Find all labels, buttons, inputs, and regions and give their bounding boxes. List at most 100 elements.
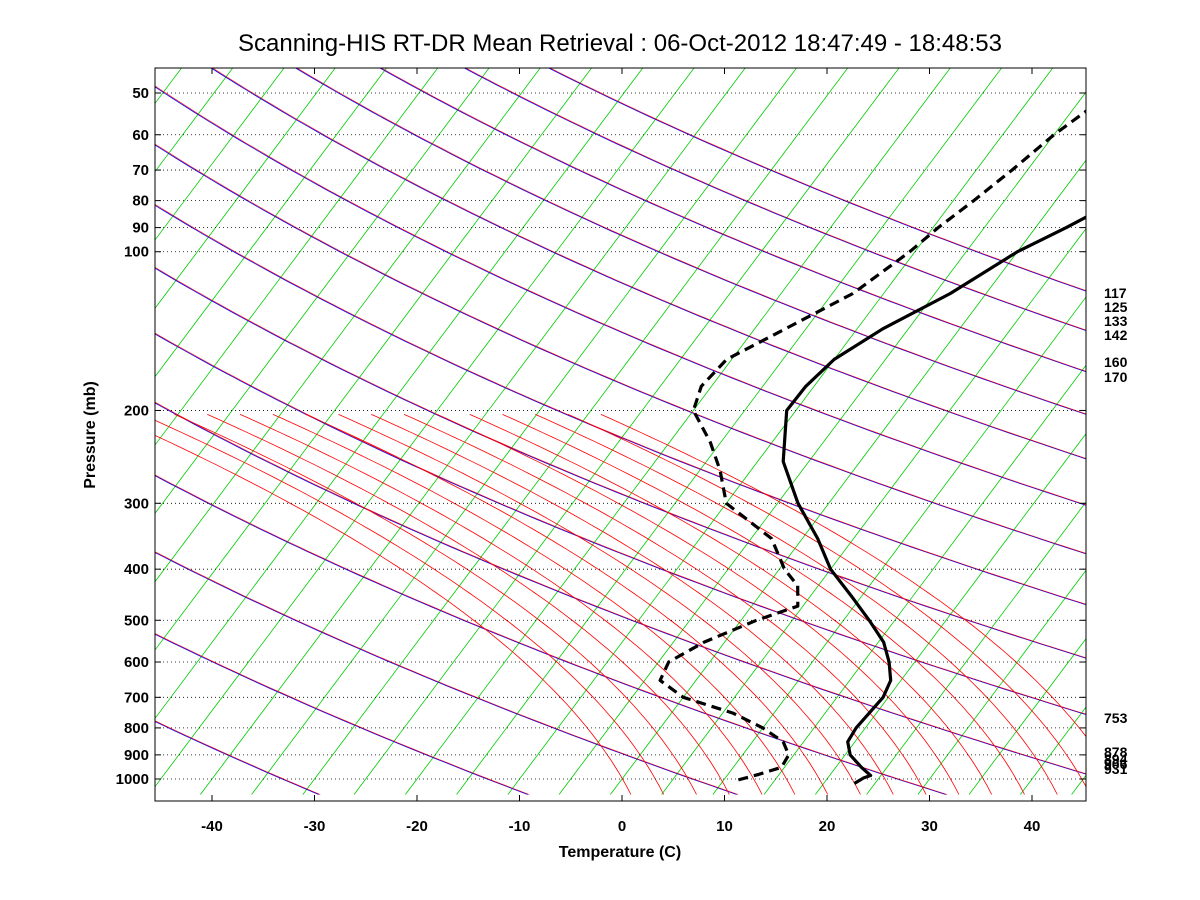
mixing-ratio-line (371, 414, 894, 795)
x-tick-label: -30 (304, 818, 326, 835)
isotherm-line (200, 68, 746, 795)
mixing-ratio-line (305, 414, 829, 795)
isotherm-line (610, 159, 1086, 795)
isotherm-line (155, 68, 234, 173)
isotherm-line (155, 68, 593, 651)
isotherm-line (917, 569, 1086, 795)
y-tick-label: 50 (132, 85, 149, 102)
dry-adiabat-line (155, 86, 1086, 506)
plot-frame (154, 67, 1087, 802)
mixing-ratio-line (502, 414, 1025, 795)
right-side-label: 906 (1104, 756, 1128, 772)
y-tick-label: 300 (124, 495, 149, 512)
y-tick-label: 900 (124, 747, 149, 764)
right-side-label: 160 (1104, 354, 1128, 370)
isotherm-line (155, 68, 439, 446)
isotherm-line (155, 68, 541, 583)
right-side-label: 142 (1104, 327, 1128, 343)
dry-adiabat-line (210, 68, 1086, 460)
mixing-ratio-line (207, 414, 730, 795)
isotherm-line (815, 433, 1086, 795)
mixing-ratio-line (155, 434, 632, 795)
mixing-ratio-line (436, 414, 960, 795)
dry-adiabat-line (463, 68, 1086, 332)
moist-adiabat-line (155, 474, 948, 795)
y-axis-label: Pressure (mb) (82, 381, 99, 489)
isotherm-line (712, 296, 1086, 795)
dry-adiabat-line (155, 633, 528, 795)
dry-adiabat-line (294, 68, 1086, 415)
mixing-ratio-line (155, 419, 665, 795)
dewpoint-profile (658, 109, 1086, 783)
x-tick-label: -20 (406, 818, 428, 835)
dry-adiabat-line (379, 68, 1086, 373)
mixing-ratio-line (239, 414, 763, 795)
moist-adiabat-line (155, 551, 739, 795)
dry-adiabat-line (155, 204, 1086, 606)
temperature-profile (781, 215, 1086, 785)
x-tick-label: -10 (509, 818, 531, 835)
isotherm-line (251, 68, 798, 795)
isotherm-line (661, 228, 1086, 795)
mixing-ratio-line (600, 414, 1086, 738)
x-tick-label: 0 (618, 818, 626, 835)
x-tick-label: 40 (1024, 818, 1041, 835)
right-side-label: 170 (1104, 369, 1128, 385)
y-tick-label: 90 (132, 220, 149, 237)
dry-adiabat-line (547, 68, 1086, 292)
y-axis-ticks: 50 60 70 80 90 100 200 300 400 500 600 700 800 900 100… (116, 85, 1086, 788)
right-side-label: 753 (1104, 710, 1128, 726)
isotherm-line (155, 68, 285, 241)
moist-adiabat-line (465, 68, 1086, 331)
dry-adiabat-line (155, 267, 1086, 659)
y-tick-label: 100 (124, 244, 149, 261)
moist-adiabat-line (212, 68, 1086, 459)
right-side-label: 894 (1104, 751, 1128, 767)
dry-adiabat-line (155, 144, 1086, 555)
moist-adiabat-line (155, 143, 1086, 554)
y-tick-label: 1000 (116, 771, 149, 788)
isotherm-line (456, 68, 1003, 795)
y-tick-label: 200 (124, 402, 149, 419)
x-tick-label: -40 (201, 818, 223, 835)
y-tick-label: 800 (124, 720, 149, 737)
moist-adiabat-line (155, 85, 1086, 506)
y-tick-label: 500 (124, 612, 149, 629)
y-tick-label: 70 (132, 162, 149, 179)
isotherm-line (155, 68, 388, 378)
y-tick-label: 600 (124, 654, 149, 671)
y-tick-label: 80 (132, 193, 149, 210)
isotherm-line (405, 68, 951, 795)
x-axis-ticks: -40 -30 -20 -10 0 10 20 30 40 (201, 68, 1040, 835)
dry-adiabat-line (155, 552, 737, 795)
isotherm-line (353, 68, 900, 795)
right-side-label: 133 (1104, 313, 1128, 329)
isotherm-line (968, 637, 1086, 795)
isotherm-line (558, 91, 1086, 795)
x-tick-label: 30 (921, 818, 938, 835)
x-tick-label: 10 (716, 818, 733, 835)
right-side-label: 125 (1104, 299, 1128, 315)
profile-lines (658, 109, 1086, 785)
moist-adiabat-line (549, 68, 1086, 291)
moist-adiabat-line (155, 633, 530, 795)
x-axis-label: Temperature (C) (559, 844, 681, 861)
mixing-ratio-line (469, 414, 993, 795)
mixing-ratio-line (403, 414, 927, 795)
isotherm-line (302, 68, 849, 795)
isotherm-line (763, 364, 1086, 795)
moist-adiabat-line (296, 68, 1086, 415)
mixing-ratio-line (174, 414, 697, 795)
right-side-label: 117 (1104, 285, 1127, 301)
dry-adiabat-line (155, 475, 946, 795)
mixing-ratio-line (535, 414, 1058, 795)
isotherm-line (155, 68, 695, 788)
x-tick-label: 20 (819, 818, 836, 835)
isotherm-line (155, 68, 336, 309)
chart-title: Scanning-HIS RT-DR Mean Retrieval : 06-O… (238, 30, 1002, 57)
moist-adiabat-line (155, 401, 1086, 775)
isotherm-line (507, 68, 1054, 795)
